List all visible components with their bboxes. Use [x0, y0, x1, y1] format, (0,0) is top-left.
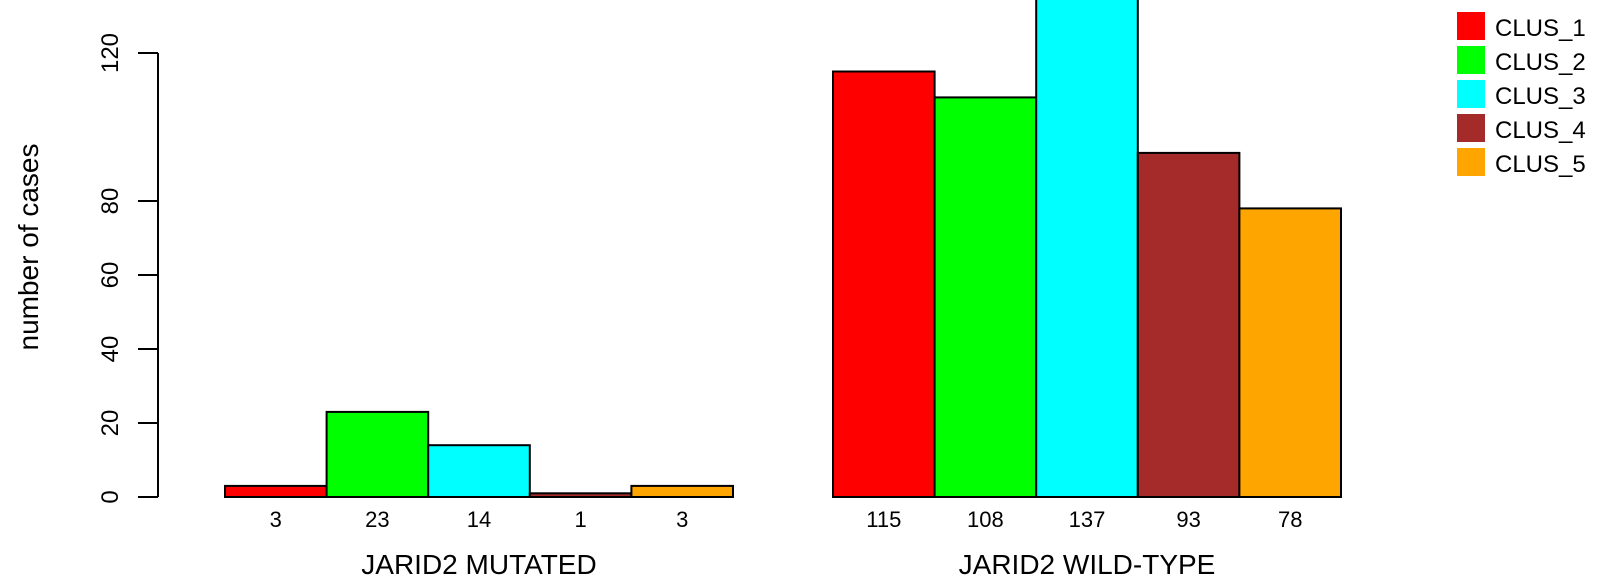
bar-clus-1 [224, 484, 328, 498]
bar-value-label: 137 [1069, 507, 1106, 532]
y-tick-label: 0 [97, 490, 124, 503]
bar-value-label: 3 [676, 507, 688, 532]
legend-swatch [1457, 148, 1485, 176]
bar-clus-4 [528, 492, 633, 498]
bar-value-label: 93 [1176, 507, 1200, 532]
bar-value-label: 115 [866, 507, 901, 532]
y-tick-label: 60 [97, 262, 124, 289]
y-tick-label: 120 [97, 33, 124, 73]
bar-clus-5 [630, 484, 735, 498]
bar-value-label: 3 [270, 507, 282, 532]
legend-swatch [1457, 46, 1485, 74]
legend-swatch [1457, 80, 1485, 108]
bar-labels: 3 23 14 1 3 115 108 137 93 78 [270, 507, 1303, 532]
legend-label: CLUS_2 [1495, 49, 1586, 76]
bar-value-label: 23 [365, 507, 389, 532]
legend-label: CLUS_1 [1495, 15, 1586, 42]
bar-clus-5 [1238, 207, 1343, 498]
y-tick-label: 40 [97, 336, 124, 363]
group-labels: JARID2 MUTATED JARID2 WILD-TYPE [361, 549, 1215, 580]
legend-label: CLUS_5 [1495, 151, 1586, 178]
bar-clus-2 [325, 410, 430, 498]
legend-label: CLUS_4 [1495, 117, 1586, 144]
bar-value-label: 78 [1278, 507, 1302, 532]
group-label: JARID2 MUTATED [361, 549, 596, 580]
bar-clus-3 [1035, 0, 1139, 498]
legend: CLUS_1 CLUS_2 CLUS_3 CLUS_4 CLUS_5 [1457, 12, 1586, 178]
bar-value-label: 1 [574, 507, 586, 532]
bar-value-label: 14 [467, 507, 491, 532]
y-tick-label: 80 [97, 188, 124, 215]
bar-clus-1 [832, 70, 936, 498]
legend-label: CLUS_3 [1495, 83, 1586, 110]
bar-value-label: 108 [967, 507, 1004, 532]
bars [224, 0, 1343, 499]
legend-swatch [1457, 12, 1485, 40]
bar-clus-4 [1136, 151, 1241, 498]
group-label: JARID2 WILD-TYPE [959, 549, 1216, 580]
bar-clus-3 [427, 444, 531, 499]
legend-swatch [1457, 114, 1485, 142]
y-axis: 0 20 40 60 80 120 [97, 33, 159, 504]
y-tick-label: 20 [97, 410, 124, 437]
bar-clus-2 [933, 96, 1038, 499]
y-axis-title: number of cases [13, 144, 44, 351]
